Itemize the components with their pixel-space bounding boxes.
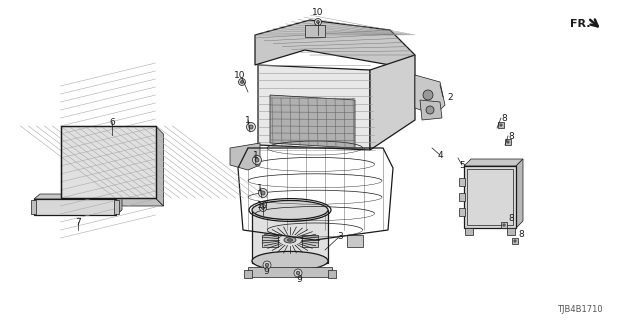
Text: 7: 7 (75, 218, 81, 227)
Text: 9: 9 (263, 268, 269, 276)
Bar (464, 166, 516, 228)
Polygon shape (255, 20, 415, 65)
Polygon shape (370, 55, 415, 150)
Text: 10: 10 (257, 201, 269, 210)
Text: 8: 8 (501, 114, 507, 123)
Circle shape (296, 271, 300, 275)
Bar (31, 200, 36, 214)
Bar (459, 208, 465, 216)
Bar (501, 222, 507, 228)
Polygon shape (464, 159, 523, 166)
Bar (507, 228, 515, 235)
Circle shape (259, 204, 266, 212)
Text: 4: 4 (437, 150, 443, 159)
Circle shape (259, 188, 268, 197)
Circle shape (294, 269, 302, 277)
Bar (498, 122, 504, 128)
Circle shape (514, 240, 516, 242)
Polygon shape (34, 194, 122, 199)
Text: FR.: FR. (570, 19, 590, 29)
Circle shape (239, 78, 246, 85)
Circle shape (261, 191, 265, 195)
Circle shape (503, 224, 505, 226)
Bar (305, 25, 325, 37)
Ellipse shape (252, 201, 328, 220)
Text: 2: 2 (447, 92, 453, 101)
Bar (34, 199, 116, 215)
Bar (512, 238, 518, 244)
Polygon shape (230, 143, 260, 170)
Polygon shape (116, 194, 122, 215)
Text: 6: 6 (109, 117, 115, 126)
Circle shape (265, 263, 269, 267)
Text: 8: 8 (508, 213, 514, 222)
Circle shape (241, 81, 243, 84)
Text: 10: 10 (312, 7, 324, 17)
Circle shape (426, 106, 434, 114)
Circle shape (249, 125, 253, 129)
Circle shape (253, 156, 262, 164)
Text: 1: 1 (245, 116, 251, 124)
Bar (347, 235, 363, 247)
Ellipse shape (284, 237, 296, 243)
Polygon shape (61, 198, 163, 206)
Polygon shape (270, 95, 355, 148)
Text: 3: 3 (337, 231, 343, 241)
Circle shape (507, 141, 509, 143)
Text: 1: 1 (257, 183, 263, 193)
Circle shape (423, 90, 433, 100)
Polygon shape (420, 100, 442, 120)
Bar (505, 139, 511, 145)
Bar (114, 200, 119, 214)
Bar (302, 235, 318, 247)
Circle shape (262, 207, 264, 209)
Circle shape (246, 123, 255, 132)
Text: TJB4B1710: TJB4B1710 (557, 306, 603, 315)
Circle shape (255, 158, 259, 162)
Bar (459, 193, 465, 201)
Bar (262, 235, 278, 247)
Bar (248, 267, 332, 276)
Bar (61, 126, 156, 198)
Text: 5: 5 (459, 161, 465, 170)
Bar (252, 210, 328, 263)
Polygon shape (258, 65, 370, 150)
Ellipse shape (252, 252, 328, 270)
Circle shape (263, 261, 271, 269)
Text: 1: 1 (253, 150, 259, 159)
Bar (61, 126, 156, 198)
Polygon shape (415, 75, 445, 115)
Bar (459, 178, 465, 186)
Bar (467, 169, 513, 225)
Polygon shape (516, 159, 523, 228)
Circle shape (317, 20, 319, 23)
Bar (244, 270, 252, 278)
Text: 9: 9 (296, 276, 302, 284)
Bar (465, 228, 473, 235)
Circle shape (314, 19, 321, 26)
Ellipse shape (287, 239, 292, 241)
Circle shape (500, 124, 502, 126)
Text: 8: 8 (508, 132, 514, 140)
Text: 10: 10 (234, 70, 246, 79)
Bar (328, 270, 336, 278)
Polygon shape (156, 126, 163, 206)
Text: 8: 8 (518, 229, 524, 238)
